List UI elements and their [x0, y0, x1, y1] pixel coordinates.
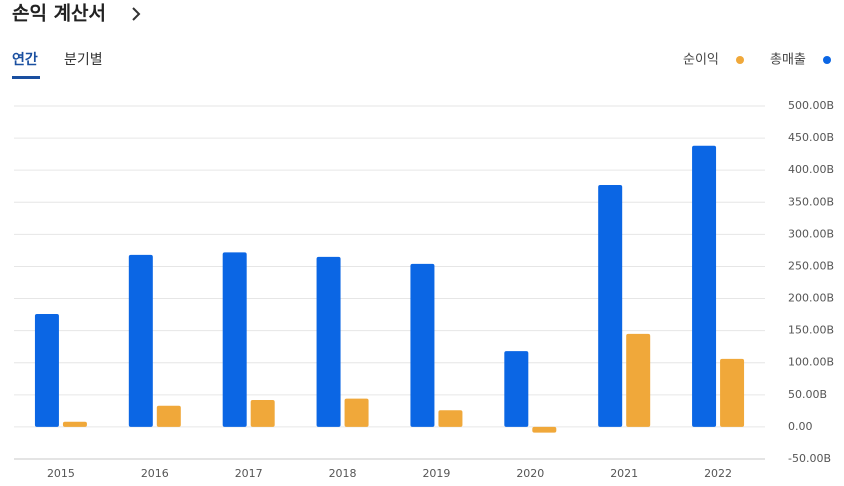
chevron[interactable] [132, 7, 141, 21]
y-tick-label: -50.00B [788, 452, 831, 465]
bar [250, 399, 275, 427]
tab-underline [12, 76, 40, 79]
bar [504, 351, 529, 427]
x-tick-label: 2017 [235, 467, 263, 480]
x-tick-label: 2016 [141, 467, 169, 480]
y-tick-label: 50.00B [788, 388, 827, 401]
y-tick-label: 400.00B [788, 163, 834, 176]
y-tick-label: 350.00B [788, 195, 834, 208]
y-tick-label: 0.00 [788, 420, 813, 433]
bar [720, 358, 745, 427]
bar [410, 263, 435, 427]
bar [62, 421, 87, 427]
x-tick-label: 2018 [329, 467, 357, 480]
y-tick-label: 150.00B [788, 324, 834, 337]
bar [438, 410, 463, 427]
bar [598, 184, 623, 427]
bar [222, 252, 247, 427]
bar [344, 398, 369, 427]
y-tick-label: 200.00B [788, 292, 834, 305]
bar [156, 405, 181, 427]
y-tick-label: 100.00B [788, 356, 834, 369]
x-tick-label: 2020 [516, 467, 544, 480]
y-tick-label: 500.00B [788, 99, 834, 112]
y-tick-label: 300.00B [788, 227, 834, 240]
tab[interactable]: 연간 [12, 51, 38, 68]
bar [34, 313, 59, 427]
bar [692, 145, 717, 427]
bar [532, 426, 557, 433]
x-tick-label: 2021 [610, 467, 638, 480]
y-tick-label: 250.00B [788, 259, 834, 272]
y-tick-label: 450.00B [788, 131, 834, 144]
legend-label: 순이익 [683, 53, 719, 68]
legend-label: 총매출 [770, 53, 806, 68]
page-title: 손익 계산서 [12, 3, 106, 25]
x-tick-label: 2022 [704, 467, 732, 480]
tab[interactable]: 분기별 [64, 52, 103, 68]
bar [128, 254, 153, 427]
x-tick-label: 2019 [422, 467, 450, 480]
x-tick-label: 2015 [47, 467, 75, 480]
bar [316, 256, 341, 427]
legend-dot [823, 56, 831, 64]
legend-dot [736, 56, 744, 64]
bar [626, 333, 651, 427]
